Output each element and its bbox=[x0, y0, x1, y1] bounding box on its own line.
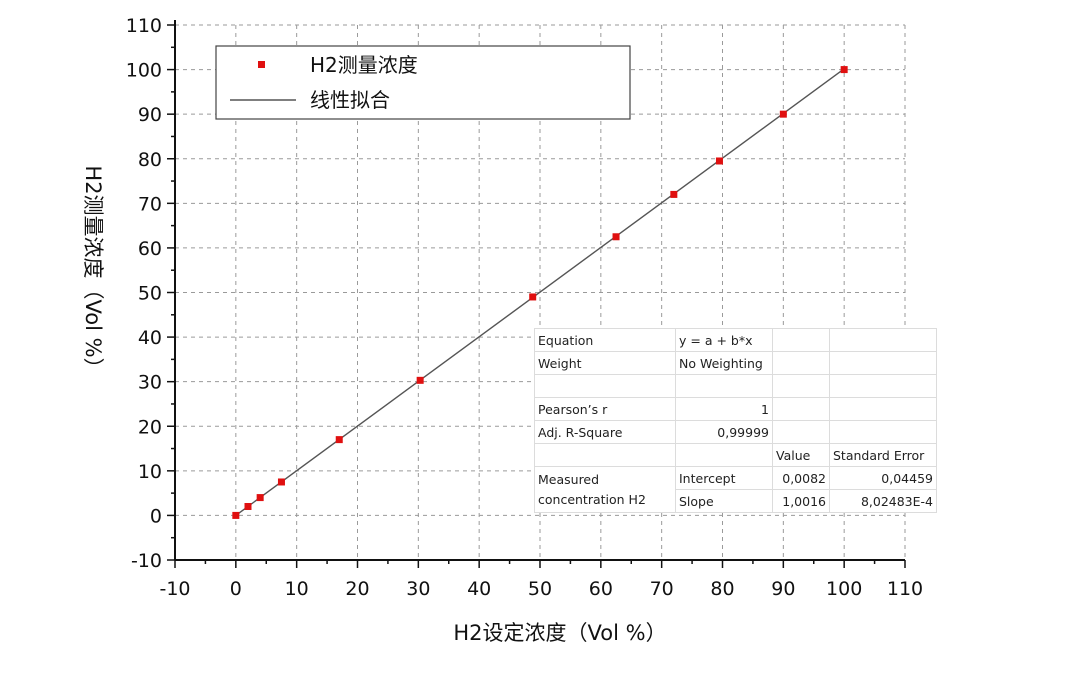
y-tick-label: 70 bbox=[138, 193, 162, 215]
data-point bbox=[232, 511, 240, 519]
intercept-label: Intercept bbox=[675, 466, 773, 490]
y-tick-label: 10 bbox=[138, 461, 162, 483]
x-tick-label: 20 bbox=[345, 578, 369, 600]
table-row: Equation y = a + b*x bbox=[534, 328, 937, 352]
axes bbox=[167, 20, 906, 568]
y-axis-title: H2测量浓度（Vol %） bbox=[81, 165, 105, 378]
y-tick-label: 110 bbox=[126, 15, 162, 37]
y-tick-label: 50 bbox=[138, 283, 162, 305]
y-tick-label: 100 bbox=[126, 60, 162, 82]
equation-value: y = a + b*x bbox=[675, 328, 773, 352]
x-tick-label: 60 bbox=[589, 578, 613, 600]
table-row: Pearson’s r 1 bbox=[534, 397, 937, 421]
table-row: Value Standard Error bbox=[534, 443, 937, 467]
slope-standard-error: 8,02483E-4 bbox=[829, 489, 937, 513]
data-point bbox=[335, 436, 343, 444]
legend-marker-points bbox=[258, 61, 265, 68]
x-tick-label: 50 bbox=[528, 578, 552, 600]
x-tick-label: 110 bbox=[887, 578, 923, 600]
y-tick-label: -10 bbox=[131, 550, 162, 572]
data-point bbox=[670, 190, 678, 198]
x-tick-label: 30 bbox=[406, 578, 430, 600]
row-label-line-2: concentration H2 bbox=[538, 491, 646, 507]
x-tick-label: 80 bbox=[710, 578, 734, 600]
intercept-standard-error: 0,04459 bbox=[829, 466, 937, 490]
x-tick-label: 100 bbox=[826, 578, 862, 600]
plot-area bbox=[232, 66, 848, 519]
pearson-value: 1 bbox=[675, 397, 773, 421]
y-tick-label: 0 bbox=[150, 505, 162, 527]
adj-r-square-label: Adj. R-Square bbox=[534, 420, 676, 444]
table-row: Adj. R-Square 0,99999 bbox=[534, 420, 937, 444]
row-label-line-1: Measured bbox=[538, 471, 600, 487]
legend-box bbox=[215, 45, 631, 120]
x-tick-label: 0 bbox=[230, 578, 242, 600]
table-row: Measured concentration H2 Intercept 0,00… bbox=[534, 466, 937, 513]
data-point bbox=[612, 233, 620, 241]
y-tick-label: 90 bbox=[138, 104, 162, 126]
legend-label-points: H2测量浓度 bbox=[310, 53, 418, 77]
pearson-label: Pearson’s r bbox=[534, 397, 676, 421]
data-point bbox=[779, 110, 787, 118]
column-header-standard-error: Standard Error bbox=[829, 443, 937, 467]
x-tick-label: 70 bbox=[650, 578, 674, 600]
y-tick-label: 80 bbox=[138, 149, 162, 171]
legend: H2测量浓度 线性拟合 bbox=[215, 45, 631, 120]
legend-label-line: 线性拟合 bbox=[310, 88, 390, 112]
y-tick-label: 20 bbox=[138, 416, 162, 438]
row-label-measured: Measured concentration H2 bbox=[534, 466, 676, 513]
fit-results-table: Equation y = a + b*x Weight No Weighting… bbox=[534, 328, 937, 513]
table-row: Weight No Weighting bbox=[534, 351, 937, 375]
table-row: Slope 1,0016 8,02483E-4 bbox=[535, 489, 937, 513]
y-tick-label: 60 bbox=[138, 238, 162, 260]
intercept-value: 0,0082 bbox=[772, 466, 830, 490]
equation-label: Equation bbox=[534, 328, 676, 352]
tick-labels: -10 0 10 20 30 40 50 60 70 80 90 100 110110100908070… bbox=[126, 15, 923, 600]
weight-value: No Weighting bbox=[675, 351, 773, 375]
x-tick-label: 10 bbox=[285, 578, 309, 600]
x-tick-label: 90 bbox=[771, 578, 795, 600]
data-point bbox=[840, 66, 848, 74]
data-point bbox=[277, 478, 285, 486]
y-tick-label: 30 bbox=[138, 372, 162, 394]
column-header-value: Value bbox=[772, 443, 830, 467]
adj-r-square-value: 0,99999 bbox=[675, 420, 773, 444]
weight-label: Weight bbox=[534, 351, 676, 375]
data-point bbox=[529, 293, 537, 301]
data-point bbox=[715, 157, 723, 165]
data-point bbox=[244, 503, 252, 510]
x-tick-label: 40 bbox=[467, 578, 491, 600]
y-tick-label: 40 bbox=[138, 327, 162, 349]
data-point bbox=[256, 494, 264, 502]
table-row bbox=[534, 374, 937, 398]
slope-value: 1,0016 bbox=[772, 489, 830, 513]
x-tick-label: -10 bbox=[159, 578, 190, 600]
slope-label: Slope bbox=[675, 489, 773, 513]
data-point bbox=[416, 376, 424, 384]
x-axis-title: H2设定浓度（Vol %） bbox=[453, 621, 666, 645]
